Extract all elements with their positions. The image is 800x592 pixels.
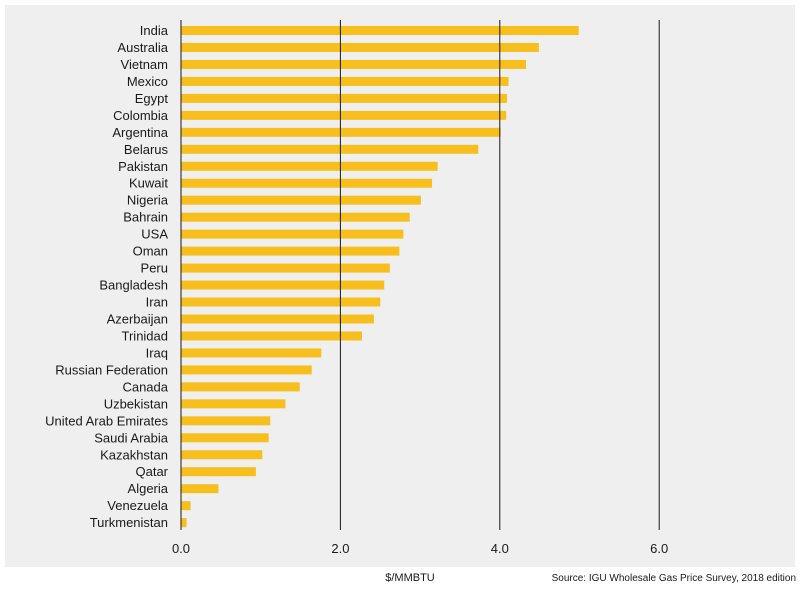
x-tick-label: 0.0 [172, 541, 190, 556]
bar-kuwait [181, 178, 433, 188]
bar-peru [181, 263, 390, 273]
bar-iraq [181, 348, 322, 358]
category-label: Kuwait [129, 176, 168, 191]
bar-belarus [181, 144, 479, 154]
category-label: Colombia [113, 108, 169, 123]
category-label: Uzbekistan [104, 396, 168, 411]
category-label: Iraq [146, 345, 168, 360]
bar-usa [181, 229, 404, 239]
category-label: Kazakhstan [100, 447, 168, 462]
x-tick-label: 6.0 [650, 541, 668, 556]
category-label: Azerbaijan [107, 311, 168, 326]
bar-india [181, 26, 579, 35]
category-label: Nigeria [127, 193, 169, 208]
x-tick-label: 2.0 [331, 541, 349, 556]
bar-trinidad [181, 331, 362, 341]
bar-russian-federation [181, 365, 312, 375]
bar-turkmenistan [181, 518, 187, 528]
bar-chart: India Australia Vietnam Mexico Egypt Colombia… [45, 20, 668, 556]
category-label: India [140, 23, 169, 38]
category-label: Australia [117, 40, 168, 55]
category-label: Peru [141, 261, 168, 276]
category-label: Oman [133, 244, 168, 259]
bar-saudi-arabia [181, 433, 269, 443]
category-label: Algeria [128, 481, 169, 496]
category-label: USA [141, 227, 168, 242]
category-label: Egypt [135, 91, 169, 106]
category-label: Turkmenistan [90, 515, 168, 530]
category-label: Pakistan [118, 159, 168, 174]
bar-iran [181, 297, 381, 307]
category-label: Iran [146, 295, 168, 310]
category-label: Russian Federation [55, 362, 168, 377]
category-label: Qatar [135, 464, 168, 479]
bar-kazakhstan [181, 450, 263, 460]
x-axis-label: $/MMBTU [385, 572, 435, 584]
bar-algeria [181, 484, 219, 494]
category-label: Mexico [127, 74, 168, 89]
category-label: United Arab Emirates [45, 413, 168, 428]
category-label: Bangladesh [99, 278, 168, 293]
bar-canada [181, 382, 300, 392]
bar-azerbaijan [181, 314, 374, 324]
bar-egypt [181, 93, 507, 103]
bar-mexico [181, 76, 509, 86]
bar-united-arab-emirates [181, 416, 271, 426]
bar-australia [181, 42, 539, 52]
category-label: Vietnam [121, 57, 168, 72]
bar-pakistan [181, 161, 438, 171]
source-note: Source: IGU Wholesale Gas Price Survey, … [551, 573, 796, 584]
category-label: Canada [122, 379, 168, 394]
bar-venezuela [181, 501, 191, 511]
x-tick-label: 4.0 [491, 541, 509, 556]
category-label: Trinidad [122, 328, 168, 343]
bar-bahrain [181, 212, 410, 222]
category-label: Argentina [112, 125, 168, 140]
bar-uzbekistan [181, 399, 286, 409]
category-label: Saudi Arabia [94, 430, 168, 445]
category-label: Venezuela [107, 498, 168, 513]
bar-bangladesh [181, 280, 385, 290]
bar-qatar [181, 467, 256, 477]
category-label: Bahrain [123, 210, 168, 225]
bar-vietnam [181, 59, 527, 69]
bar-colombia [181, 110, 507, 120]
category-label: Belarus [124, 142, 169, 157]
bar-nigeria [181, 195, 421, 205]
bar-oman [181, 246, 400, 256]
